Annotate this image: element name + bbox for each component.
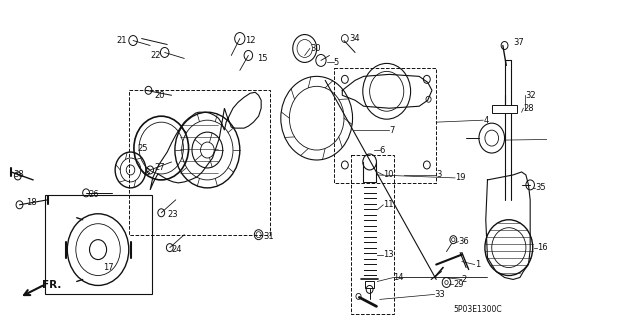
Bar (333, 68, 436, 183)
Text: 10: 10 (383, 170, 394, 179)
Text: 2: 2 (462, 275, 467, 284)
Text: 27: 27 (154, 163, 165, 173)
Bar (365, 281, 374, 288)
Text: 20: 20 (154, 91, 165, 100)
Text: 24: 24 (172, 245, 182, 254)
Text: 7: 7 (389, 126, 395, 135)
Text: 12: 12 (245, 36, 255, 45)
Text: 13: 13 (383, 250, 394, 259)
Text: 5: 5 (333, 58, 339, 67)
Text: 8: 8 (144, 168, 150, 177)
Text: 23: 23 (167, 210, 178, 219)
Text: 6: 6 (380, 145, 385, 154)
Bar (351, 155, 394, 314)
Text: 32: 32 (525, 91, 536, 100)
Text: 19: 19 (455, 174, 465, 182)
Text: 21: 21 (117, 36, 127, 45)
Text: 36: 36 (458, 237, 469, 246)
Text: 4: 4 (483, 116, 488, 125)
Text: 25: 25 (138, 144, 148, 152)
Text: 31: 31 (264, 232, 275, 241)
Text: 15: 15 (257, 54, 268, 63)
Text: 29: 29 (453, 280, 464, 289)
Text: 17: 17 (103, 263, 114, 272)
Text: 28: 28 (524, 104, 534, 113)
Text: 18: 18 (26, 198, 37, 207)
Text: 14: 14 (394, 273, 404, 282)
Bar (129, 90, 269, 235)
Text: 22: 22 (150, 51, 161, 60)
Text: 16: 16 (537, 243, 548, 252)
Text: 11: 11 (383, 200, 394, 209)
Text: 38: 38 (13, 170, 24, 179)
Text: 30: 30 (310, 44, 321, 53)
Text: 34: 34 (349, 34, 360, 43)
Text: 26: 26 (89, 190, 99, 199)
Text: FR.: FR. (42, 280, 61, 290)
Text: 3: 3 (436, 170, 442, 179)
Text: 1: 1 (475, 260, 480, 269)
Bar (45, 195, 152, 294)
Text: 37: 37 (513, 38, 524, 47)
Text: 33: 33 (435, 290, 445, 299)
Bar (492, 105, 517, 113)
Text: 35: 35 (535, 183, 546, 192)
Text: 5P03E1300C: 5P03E1300C (453, 305, 502, 314)
